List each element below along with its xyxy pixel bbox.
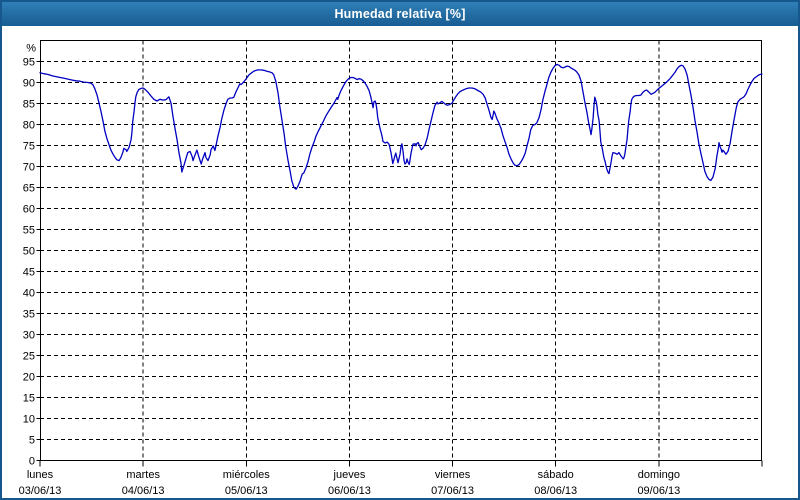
- humidity-line-chart: 0 5 10 15 20 25 30 35 40 45 50 55 60 65 70 75 80 85 90 95% l…: [19, 40, 763, 497]
- chart-area: 0 5 10 15 20 25 30 35 40 45 50 55 60 65 70 75 80 85 90 95% l…: [2, 26, 798, 498]
- x-date-label: 04/06/13: [122, 485, 165, 497]
- y-tick-label: 35: [23, 309, 35, 321]
- y-tick-label: 40: [23, 288, 35, 300]
- x-date-label: 09/06/13: [637, 485, 680, 497]
- y-tick-label: 70: [23, 162, 35, 174]
- x-day-label: viernes: [435, 469, 471, 481]
- y-tick-label: 55: [23, 225, 35, 237]
- chart-title: Humedad relativa [%]: [334, 7, 466, 21]
- y-tick-label: 20: [23, 372, 35, 384]
- x-day-label: jueves: [333, 469, 366, 481]
- y-tick-label: 0: [29, 456, 35, 468]
- y-tick-label: 75: [23, 141, 35, 153]
- y-tick-label: 85: [23, 99, 35, 111]
- y-tick-label: 5: [29, 435, 35, 447]
- y-tick-label: 15: [23, 393, 35, 405]
- y-tick-label: 95: [23, 57, 35, 69]
- x-day-label: domingo: [638, 469, 680, 481]
- y-tick-label: 65: [23, 183, 35, 195]
- y-tick-label: 10: [23, 414, 35, 426]
- x-day-label: miércoles: [223, 469, 271, 481]
- x-date-label: 08/06/13: [534, 485, 577, 497]
- y-tick-label: 80: [23, 120, 35, 132]
- x-day-label: sábado: [538, 469, 574, 481]
- y-tick-label: 25: [23, 351, 35, 363]
- title-bar: Humedad relativa [%]: [2, 2, 798, 26]
- x-date-label: 03/06/13: [19, 485, 62, 497]
- x-day-label: lunes: [27, 469, 54, 481]
- y-tick-label: 30: [23, 330, 35, 342]
- x-date-label: 05/06/13: [225, 485, 268, 497]
- x-date-label: 06/06/13: [328, 485, 371, 497]
- x-day-label: martes: [126, 469, 160, 481]
- y-tick-label: 60: [23, 204, 35, 216]
- plot-frame: [40, 40, 762, 461]
- y-tick-label: 50: [23, 246, 35, 258]
- x-date-label: 07/06/13: [431, 485, 474, 497]
- y-tick-label: 90: [23, 78, 35, 90]
- y-tick-label: 45: [23, 267, 35, 279]
- humidity-series-line: [39, 63, 763, 190]
- y-axis-unit-label: %: [26, 43, 36, 55]
